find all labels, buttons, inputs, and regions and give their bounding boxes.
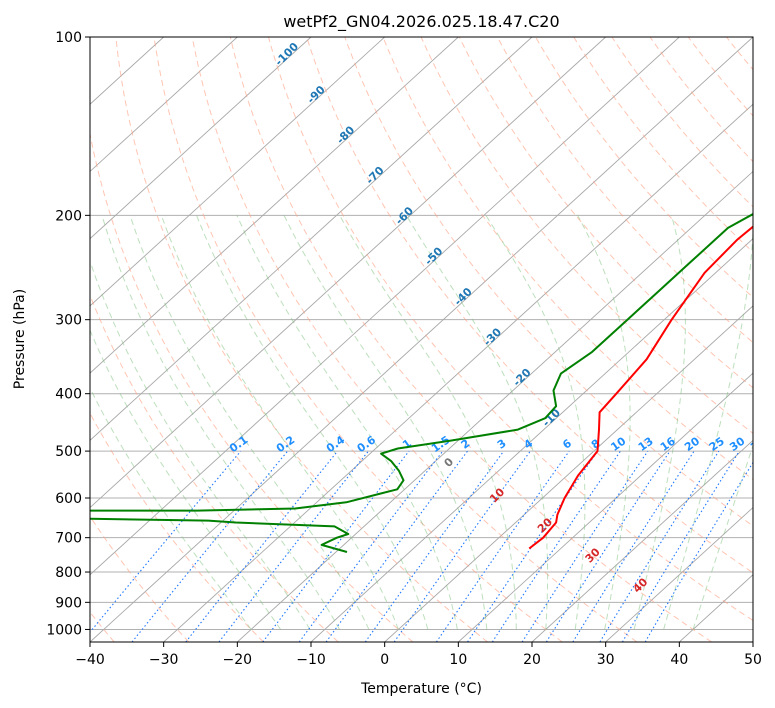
mixing-ratio-line [435, 450, 570, 642]
plot-area: -100-90-80-70-60-50-40-30-20-10 0.1 0.2 0.… [90, 37, 768, 642]
mixing-ratio-line [521, 450, 649, 642]
mixing-ratio-line [545, 450, 671, 642]
dry-adiabat-line [115, 37, 488, 642]
dewpoint-line [90, 212, 753, 553]
plot-frame [89, 36, 754, 643]
y-tick-label: 200 [55, 208, 82, 224]
isotherm-line [163, 103, 753, 642]
dry-adiabat-line [344, 37, 753, 527]
x-tick-label: −30 [149, 652, 179, 668]
y-tick-label: 500 [55, 444, 82, 460]
x-tick-label: 40 [670, 652, 688, 668]
moist-adiabat-line [101, 215, 340, 630]
isotherm-line [90, 37, 312, 240]
mixing-ratio-line [364, 450, 505, 642]
isotherm-line [90, 37, 680, 576]
dry-adiabat-line [382, 37, 753, 481]
isotherm-line [384, 305, 753, 642]
isotherm-line [310, 238, 753, 642]
mixing-ratio-lines [90, 450, 753, 642]
dry-adiabat-line [90, 131, 414, 642]
mixing-ratio-line [491, 450, 621, 642]
mixing-ratio-line [298, 450, 444, 642]
moist-adiabat-line [485, 215, 586, 630]
mixing-ratio-line [621, 450, 740, 642]
dry-adiabat-line [268, 37, 753, 622]
moist-adiabat-line [339, 215, 517, 630]
dry-adiabat-line [420, 37, 753, 434]
mixing-ratio-line [572, 450, 695, 642]
x-tick-label: 30 [597, 652, 615, 668]
dry-adiabat-line [191, 37, 638, 642]
x-tick-label: 0 [380, 652, 389, 668]
moist-adiabat-line [405, 215, 549, 630]
moist-adiabat-line [577, 215, 631, 630]
mixing-ratio-line [467, 450, 599, 642]
x-tick-label: 20 [523, 652, 541, 668]
moist-adiabat-line [236, 215, 458, 630]
y-axis-label: Pressure (hPa) [12, 289, 28, 389]
y-tick-label: 800 [55, 565, 82, 581]
dry-adiabat-line [573, 37, 753, 253]
y-tick-label: 1000 [46, 622, 82, 638]
x-tick-label: −20 [223, 652, 253, 668]
moist-adiabat-line [90, 387, 252, 630]
mixing-ratio-line [393, 450, 531, 642]
isotherm-line [531, 439, 753, 642]
y-tick-label: 400 [55, 387, 82, 403]
isotherm-line [90, 37, 606, 509]
isobar-grid [90, 37, 753, 630]
moist-adiabat-line [129, 215, 370, 630]
isotherm-grid [90, 37, 753, 642]
moist-adiabat-line [90, 259, 311, 630]
moist-adiabat-line [90, 328, 281, 630]
dry-adiabat-line [496, 37, 753, 344]
y-tick-label: 700 [55, 531, 82, 547]
mixing-ratio-line [131, 450, 289, 642]
moist-adiabat-line [663, 221, 753, 630]
moist-adiabat-line [160, 215, 399, 630]
dry-adiabat-line [229, 37, 712, 642]
y-tick-label: 900 [55, 595, 82, 611]
isotherm-line [90, 37, 459, 374]
moist-adiabat-line [283, 215, 488, 630]
isotherm-line [90, 37, 385, 307]
dry-adiabat-line [90, 412, 264, 642]
y-tick-label: 600 [55, 491, 82, 507]
y-tick-label: 300 [55, 313, 82, 329]
x-tick-label: 50 [744, 652, 762, 668]
x-tick-label: −40 [75, 652, 105, 668]
sounding-series [90, 212, 753, 553]
dry-adiabat-line [153, 37, 563, 642]
x-tick-label: 10 [449, 652, 467, 668]
moist-adiabat-line [633, 215, 686, 630]
dry-adiabat-line [306, 37, 753, 574]
mixing-ratio-line [325, 450, 468, 642]
isotherm-line [605, 506, 753, 642]
isotherm-line [90, 37, 753, 642]
chart-title: wetPf2_GN04.2026.025.18.47.C20 [283, 12, 559, 32]
y-axis-ticks: 100 200 300 400 500 600 700 800 900 1000 [46, 30, 90, 638]
x-axis-ticks: −40 −30 −20 −10 0 10 20 30 40 50 [75, 642, 762, 668]
isotherm-line [90, 37, 533, 441]
mixing-ratio-line [262, 450, 410, 642]
mixing-ratio-line [90, 450, 242, 633]
dry-adiabat-line [458, 37, 753, 389]
y-tick-label: 100 [55, 30, 82, 46]
x-axis-label: Temperature (°C) [360, 681, 482, 697]
isotherm-line [237, 170, 753, 642]
dry-adiabat-line [649, 37, 753, 163]
dry-adiabat-line [90, 293, 339, 642]
x-tick-label: −10 [296, 652, 326, 668]
mixing-ratio-label: 36 [748, 434, 768, 454]
dry-adiabats [90, 37, 753, 642]
temperature-line [528, 225, 753, 550]
mixing-ratio-line [185, 450, 339, 642]
isotherm-line [458, 372, 753, 642]
isotherm-line [90, 37, 238, 173]
